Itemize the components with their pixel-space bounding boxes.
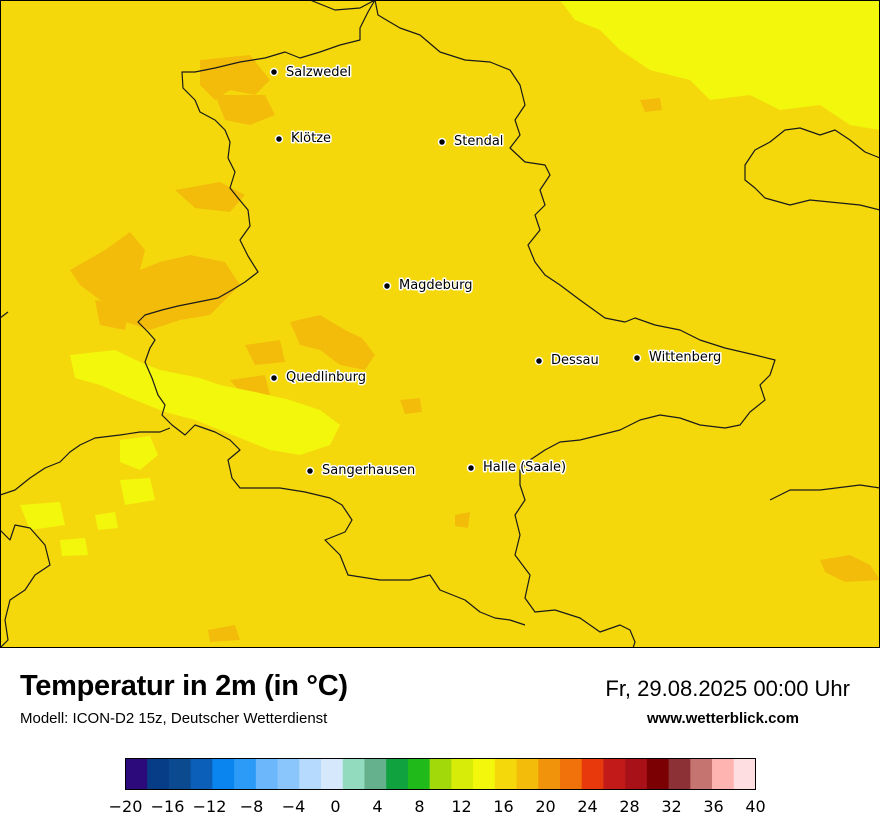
legend-tick-label: 16 bbox=[493, 797, 513, 816]
legend-tick-label: 36 bbox=[703, 797, 723, 816]
city-marker-magdeburg: Magdeburg bbox=[382, 277, 474, 295]
legend-tick-label: 24 bbox=[577, 797, 597, 816]
legend-tick-label: −20 bbox=[109, 797, 143, 816]
legend-swatch bbox=[581, 758, 604, 790]
legend-swatch bbox=[516, 758, 539, 790]
city-marker-salzwedel: Salzwedel bbox=[269, 64, 353, 82]
legend-swatch bbox=[386, 758, 409, 790]
city-label-halle: Halle (Saale) bbox=[483, 460, 566, 475]
model-subtitle: Modell: ICON-D2 15z, Deutscher Wetterdie… bbox=[20, 710, 328, 727]
legend-swatch bbox=[125, 758, 148, 790]
forecast-datetime: Fr, 29.08.2025 00:00 Uhr bbox=[605, 676, 850, 701]
legend-swatch bbox=[255, 758, 279, 790]
city-label-salzwedel: Salzwedel bbox=[286, 65, 351, 80]
cool-patches bbox=[20, 0, 880, 556]
legend-swatch bbox=[538, 758, 561, 790]
legend-swatch bbox=[451, 758, 474, 790]
city-marker-kloetze: Klötze bbox=[274, 130, 333, 148]
legend-swatch bbox=[690, 758, 713, 790]
city-label-stendal: Stendal bbox=[454, 134, 503, 149]
legend-tick-label: 4 bbox=[372, 797, 382, 816]
legend-swatch bbox=[407, 758, 431, 790]
legend-swatch bbox=[212, 758, 235, 790]
legend-tick-label: 8 bbox=[414, 797, 424, 816]
warm-patches bbox=[70, 55, 880, 642]
color-scale-legend: −20 −16 −12 −8 −4 0 4 8 12 16 20 24 28 32 36 40 bbox=[109, 758, 766, 816]
legend-tick-label: 20 bbox=[535, 797, 555, 816]
city-marker-sangerhausen: Sangerhausen bbox=[305, 462, 417, 480]
legend-swatches bbox=[125, 758, 756, 790]
city-label-quedlinburg: Quedlinburg bbox=[286, 370, 366, 385]
region-borders bbox=[0, 0, 880, 648]
legend-swatch bbox=[190, 758, 213, 790]
city-label-magdeburg: Magdeburg bbox=[399, 278, 473, 293]
legend-tick-label: 32 bbox=[661, 797, 681, 816]
legend-swatch bbox=[625, 758, 648, 790]
city-label-wittenberg: Wittenberg bbox=[649, 350, 721, 365]
legend-tick-label: 28 bbox=[619, 797, 639, 816]
legend-swatch bbox=[668, 758, 691, 790]
city-marker-stendal: Stendal bbox=[437, 133, 505, 151]
legend-swatch bbox=[299, 758, 322, 790]
legend-swatch bbox=[733, 758, 756, 790]
legend-tick-label: −12 bbox=[193, 797, 227, 816]
legend-ticks: −20 −16 −12 −8 −4 0 4 8 12 16 20 24 28 32 36 40 bbox=[109, 797, 766, 816]
city-label-dessau: Dessau bbox=[551, 353, 599, 368]
city-label-sangerhausen: Sangerhausen bbox=[322, 463, 415, 478]
legend-tick-label: 0 bbox=[330, 797, 340, 816]
city-marker-halle: Halle (Saale) bbox=[466, 459, 568, 477]
legend-swatch bbox=[364, 758, 387, 790]
website-label: www.wetterblick.com bbox=[647, 710, 799, 727]
legend-swatch bbox=[234, 758, 257, 790]
legend-swatch bbox=[321, 758, 344, 790]
legend-swatch bbox=[603, 758, 626, 790]
legend-swatch bbox=[147, 758, 170, 790]
temperature-map: Salzwedel Klötze Stendal Magdeburg Dessa… bbox=[0, 0, 880, 648]
city-marker-dessau: Dessau bbox=[534, 352, 600, 370]
legend-swatch bbox=[494, 758, 518, 790]
city-marker-quedlinburg: Quedlinburg bbox=[269, 369, 368, 387]
legend-swatch bbox=[712, 758, 735, 790]
legend-tick-label: −8 bbox=[240, 797, 264, 816]
map-title: Temperatur in 2m (in °C) bbox=[20, 670, 348, 702]
legend-swatch bbox=[277, 758, 300, 790]
legend-tick-label: −16 bbox=[151, 797, 185, 816]
legend-swatch bbox=[473, 758, 496, 790]
legend-swatch bbox=[168, 758, 192, 790]
legend-tick-label: 40 bbox=[745, 797, 765, 816]
legend-swatch bbox=[429, 758, 452, 790]
legend-tick-label: 12 bbox=[451, 797, 471, 816]
legend-tick-label: −4 bbox=[282, 797, 306, 816]
city-label-kloetze: Klötze bbox=[291, 131, 331, 146]
legend-swatch bbox=[646, 758, 670, 790]
legend-swatch bbox=[559, 758, 583, 790]
legend-frame bbox=[125, 758, 756, 790]
city-marker-wittenberg: Wittenberg bbox=[632, 349, 723, 367]
legend-swatch bbox=[342, 758, 365, 790]
